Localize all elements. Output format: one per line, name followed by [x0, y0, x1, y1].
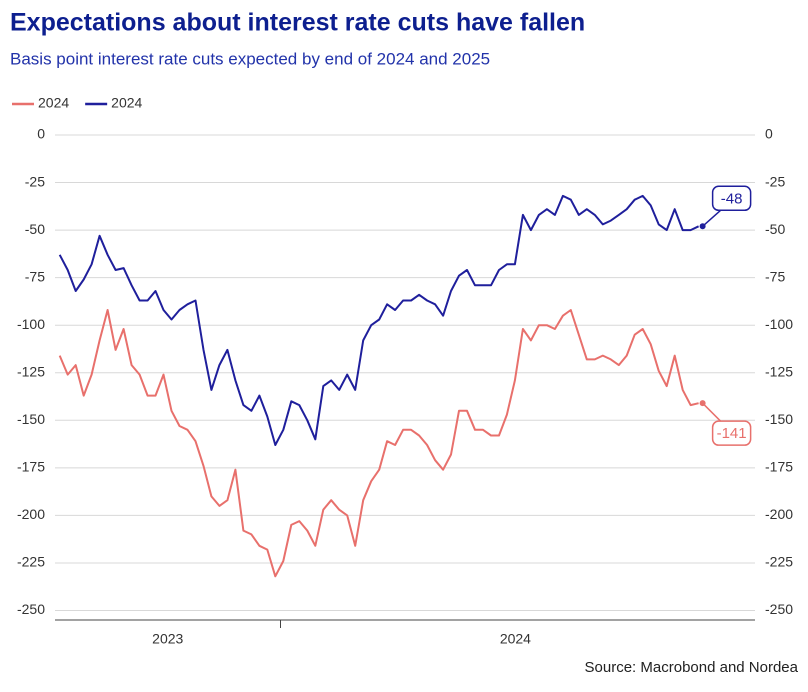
annotation-arrow	[702, 209, 722, 227]
y-tick-label: -200	[17, 506, 45, 522]
y-tick-label: -225	[17, 554, 45, 570]
annotation-arrowhead	[699, 400, 706, 407]
annotation-label: -48	[721, 190, 743, 207]
y-tick-label: -125	[17, 363, 45, 379]
y-tick-label: -25	[25, 173, 45, 189]
y-tick-label: 0	[37, 126, 45, 142]
source: Source: Macrobond and Nordea	[585, 659, 799, 676]
annotation-box	[711, 420, 752, 446]
x-tick-label: 2024	[500, 631, 531, 647]
annotation-arrowhead	[699, 223, 706, 230]
y-tick-label: -50	[25, 221, 45, 237]
y2-tick-label: -25	[765, 173, 785, 189]
y2-tick-label: -250	[765, 601, 793, 617]
y-tick-label: -150	[17, 411, 45, 427]
y2-tick-label: -100	[765, 316, 793, 332]
y2-tick-label: -75	[765, 268, 785, 284]
x-tick-label: 2023	[152, 631, 183, 647]
y2-tick-label: -225	[765, 554, 793, 570]
annotation-arrow	[702, 402, 722, 422]
y-tick-label: -75	[25, 268, 45, 284]
y2-tick-label: -150	[765, 411, 793, 427]
y2-tick-label: -175	[765, 459, 793, 475]
y-tick-label: -175	[17, 459, 45, 475]
legend-label: 2024	[111, 95, 142, 111]
legend-label: 2024	[38, 95, 69, 111]
annotation-box	[711, 185, 752, 212]
chart-title: Expectations about interest rate cuts ha…	[10, 9, 585, 37]
y2-tick-label: -50	[765, 221, 785, 237]
chart-subtitle: Basis point interest rate cuts expected …	[10, 49, 490, 68]
y-tick-label: -100	[17, 316, 45, 332]
series-line	[58, 309, 699, 578]
annotation-label: -141	[717, 425, 747, 442]
y-tick-label: -250	[17, 601, 45, 617]
y2-tick-label: -200	[765, 506, 793, 522]
y2-tick-label: -125	[765, 363, 793, 379]
y2-tick-label: 0	[765, 126, 773, 142]
series-line	[58, 194, 700, 446]
